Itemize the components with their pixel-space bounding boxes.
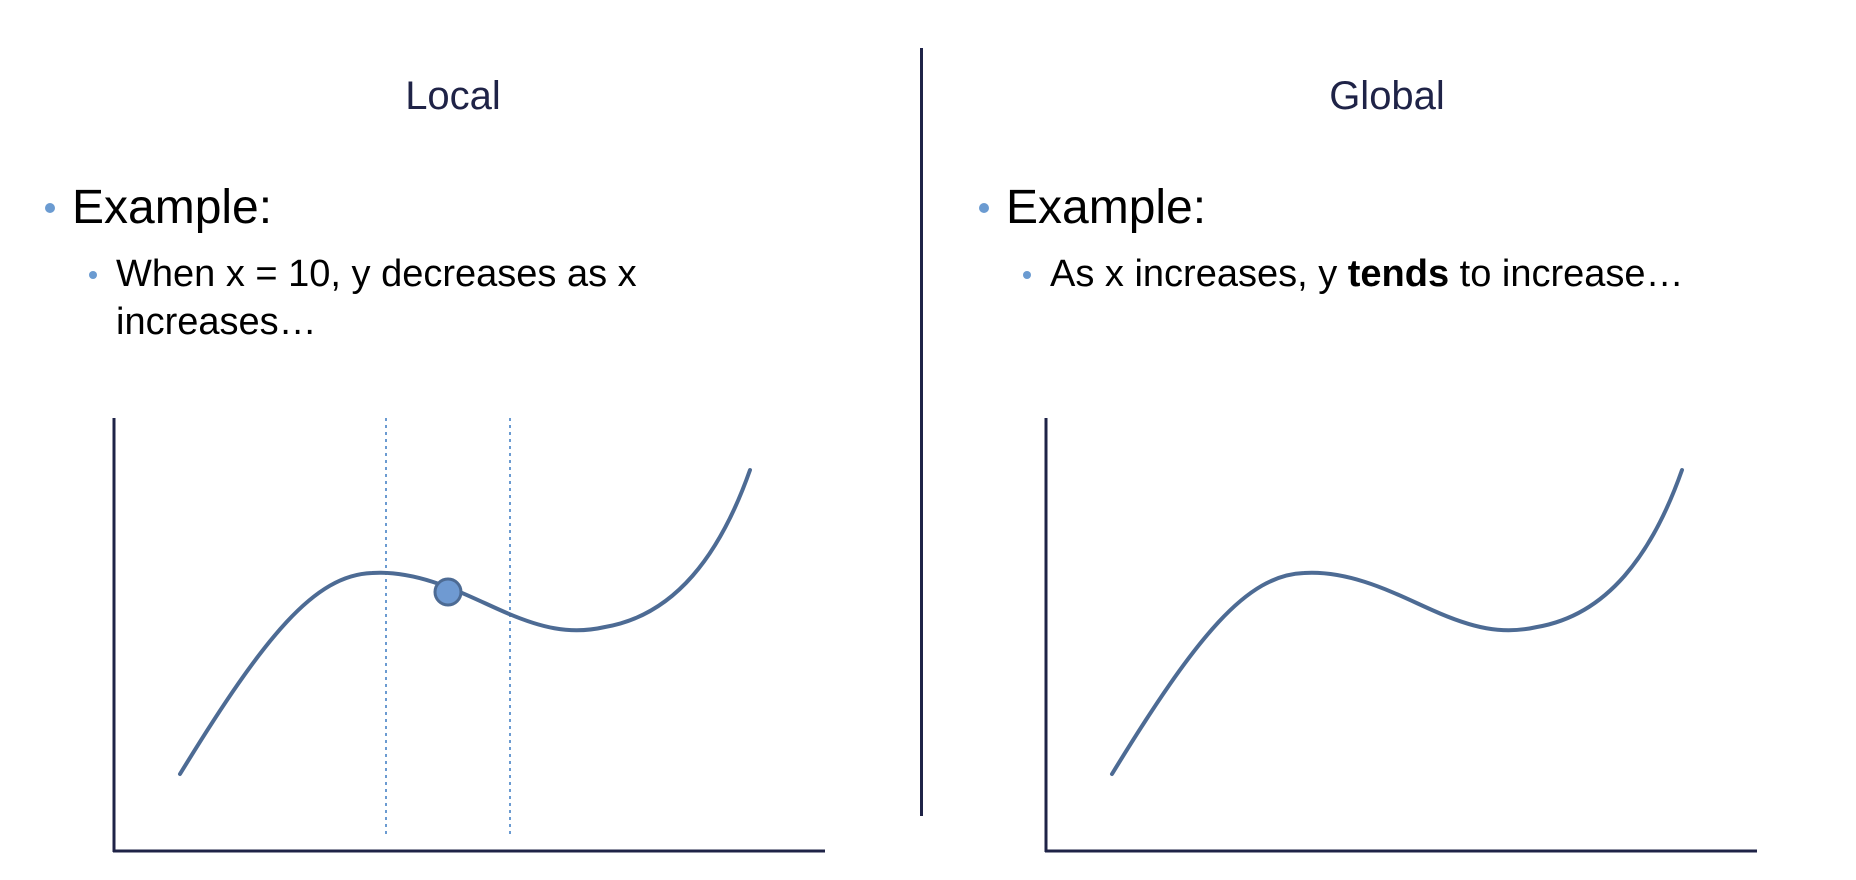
global-example-bullet: Example: — [979, 180, 1207, 236]
local-panel-title: Local — [405, 74, 501, 118]
global-example-text-bold: tends — [1347, 253, 1450, 295]
curve — [178, 468, 752, 776]
bullet-dot-icon — [45, 203, 55, 213]
global-example-label: Example: — [1006, 181, 1207, 234]
local-plot — [112, 418, 825, 853]
bullet-dot-icon — [979, 203, 989, 213]
highlight-point — [433, 577, 463, 607]
global-example-text-before: As x increases, y — [1050, 253, 1348, 295]
bullet-dot-icon — [1023, 271, 1031, 279]
curve — [1110, 468, 1684, 776]
global-plot — [1044, 418, 1757, 853]
bullet-dot-icon — [89, 271, 97, 279]
local-example-subbullet: When x = 10, y decreases as x increases… — [89, 250, 736, 346]
panel-divider — [920, 48, 923, 816]
local-example-text: When x = 10, y decreases as x increases… — [116, 253, 637, 343]
local-example-label: Example: — [72, 181, 273, 234]
local-example-bullet: Example: — [45, 180, 273, 236]
global-example-subbullet: As x increases, y tends to increase… — [1023, 250, 1810, 298]
global-panel-title: Global — [1329, 74, 1445, 118]
global-example-text-after: to increase… — [1449, 253, 1684, 295]
